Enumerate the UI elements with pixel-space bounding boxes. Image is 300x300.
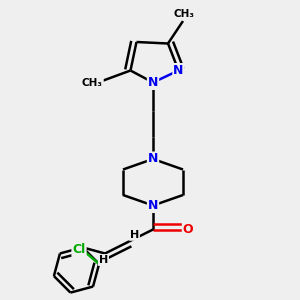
Text: Cl: Cl: [72, 243, 86, 256]
Text: H: H: [130, 230, 139, 240]
Text: N: N: [173, 64, 184, 77]
Text: H: H: [99, 255, 108, 265]
Text: CH₃: CH₃: [174, 9, 195, 20]
Text: N: N: [148, 76, 158, 89]
Text: CH₃: CH₃: [82, 77, 103, 88]
Text: N: N: [148, 199, 158, 212]
Text: N: N: [148, 152, 158, 166]
Text: O: O: [183, 223, 194, 236]
